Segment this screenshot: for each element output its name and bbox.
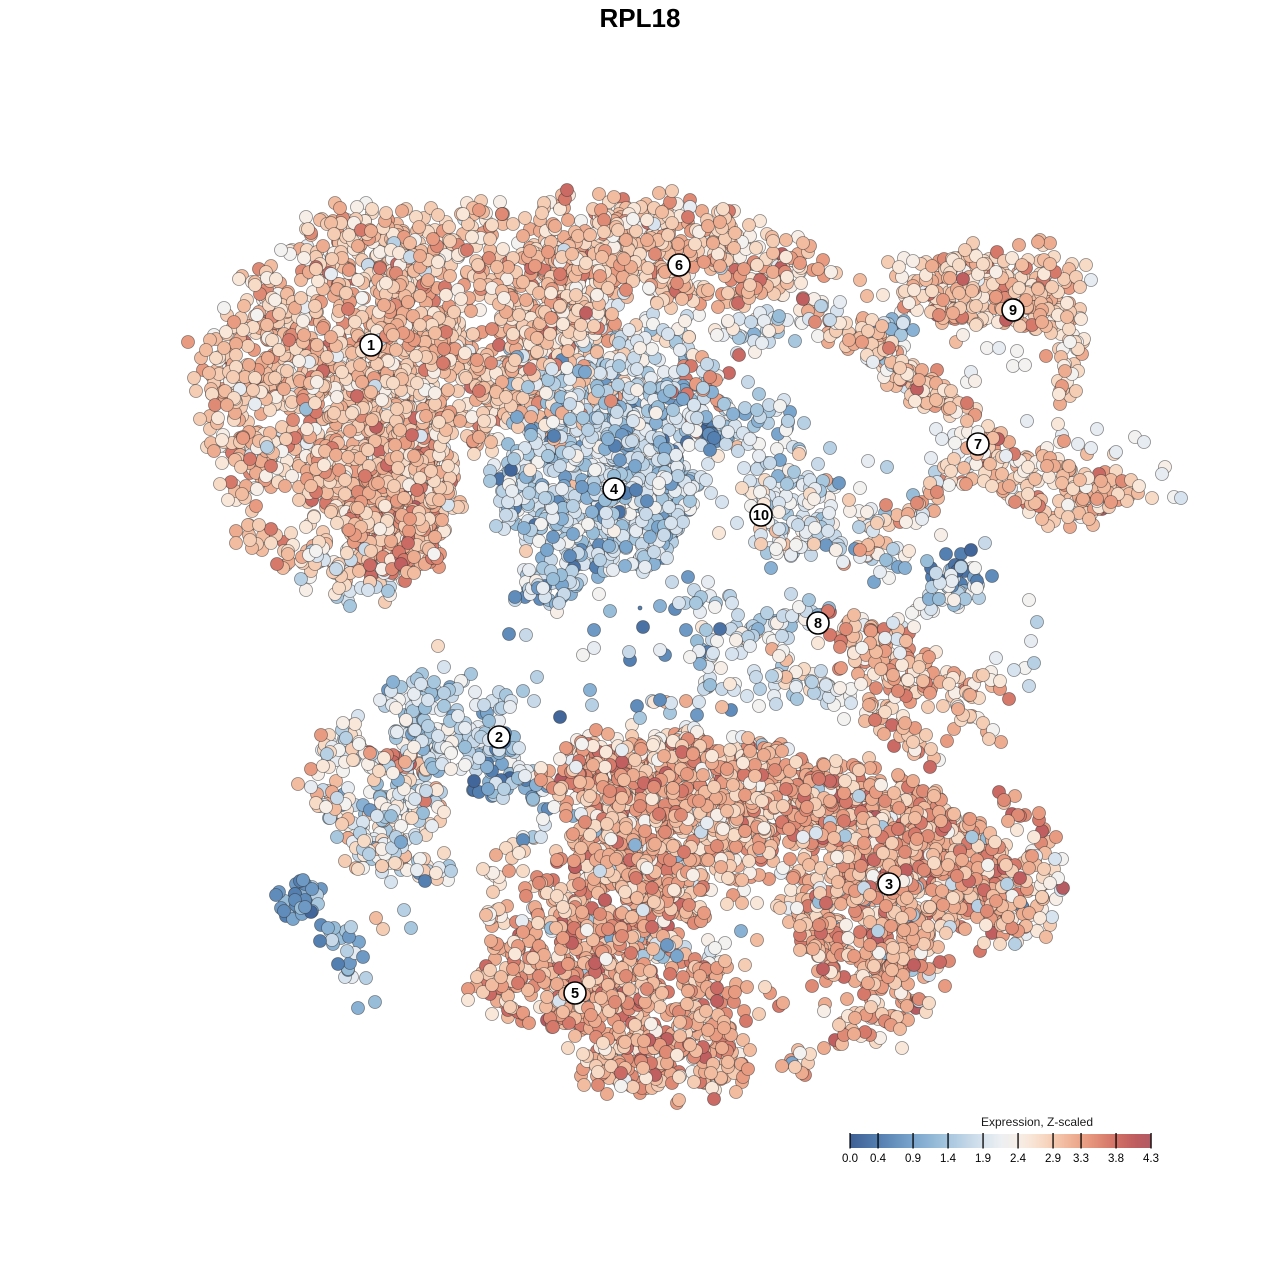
svg-text:RPL18: RPL18: [600, 3, 681, 33]
